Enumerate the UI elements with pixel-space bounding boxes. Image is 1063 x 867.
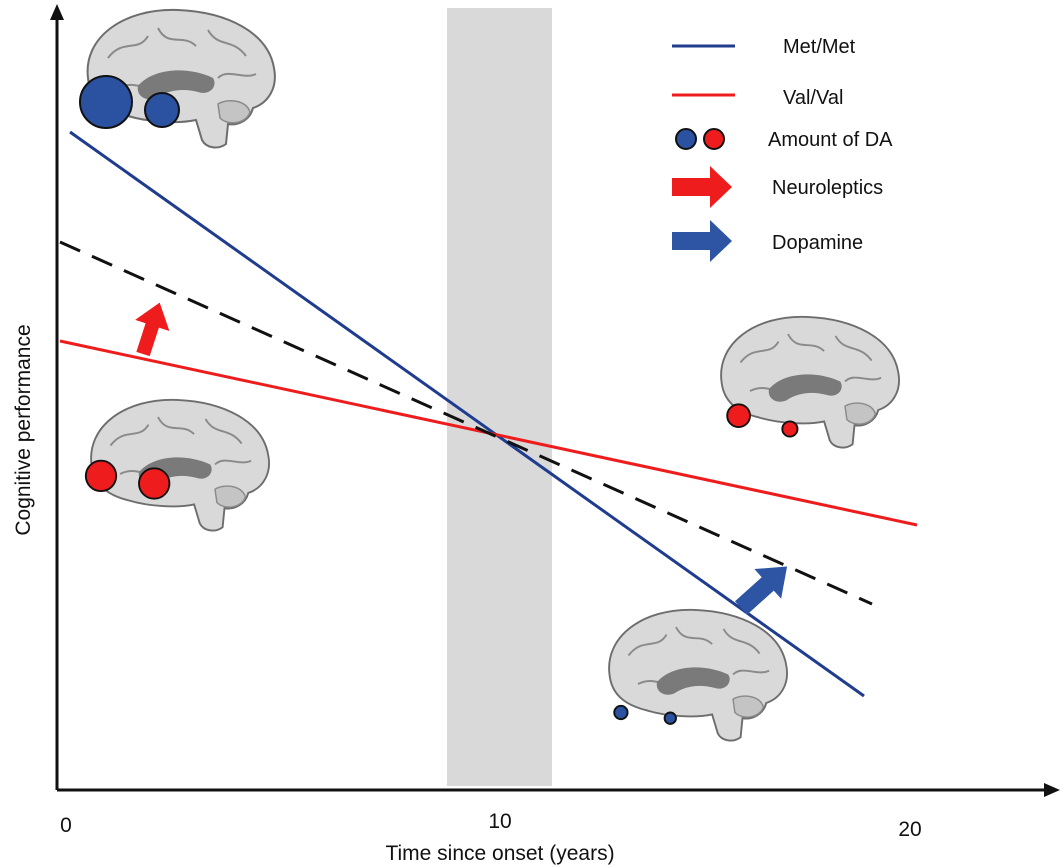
brain-val-val-late	[720, 315, 900, 449]
x-axis-title: Time since onset (years)	[385, 842, 614, 865]
dopamine-dot-medium	[138, 467, 171, 500]
dopamine-dot-small	[781, 420, 799, 438]
neuroleptics-arrow	[135, 302, 170, 357]
legend-dopamine-arrow	[672, 220, 732, 262]
legend-met-met-label: Met/Met	[783, 36, 856, 58]
legend: Met/Met Val/Val Amount of DA Neuroleptic…	[672, 36, 893, 262]
legend-da-red-dot	[703, 128, 725, 150]
x-axis-arrowhead	[1044, 783, 1060, 797]
met-met-line	[69, 130, 865, 698]
axes	[50, 4, 1060, 797]
y-axis-title: Cognitive performance	[12, 324, 35, 535]
legend-da-label: Amount of DA	[768, 129, 893, 151]
legend-neuroleptics-label: Neuroleptics	[772, 177, 883, 199]
legend-dopamine-label: Dopamine	[772, 232, 863, 254]
reference-dashed-line	[59, 240, 873, 606]
x-tick-10: 10	[488, 810, 511, 833]
dopamine-dot-large	[79, 75, 133, 129]
legend-val-val-label: Val/Val	[783, 87, 843, 109]
dopamine-arrow	[734, 566, 788, 615]
brain-met-met-late	[608, 608, 788, 742]
dopamine-dot-small	[613, 704, 629, 721]
dopamine-dot-tiny	[663, 711, 677, 725]
legend-da-blue-dot	[675, 128, 697, 150]
dopamine-dot-large	[84, 459, 118, 493]
shaded-band	[447, 8, 552, 786]
brain-val-val-early	[84, 398, 270, 532]
x-tick-0: 0	[60, 814, 72, 837]
x-tick-20: 20	[898, 818, 921, 841]
brain-met-met-early	[79, 8, 276, 149]
legend-neuroleptics-arrow	[672, 166, 732, 208]
y-axis-arrowhead	[50, 4, 64, 20]
dopamine-dot-medium	[144, 92, 180, 128]
dopamine-dot-medium	[726, 403, 751, 429]
